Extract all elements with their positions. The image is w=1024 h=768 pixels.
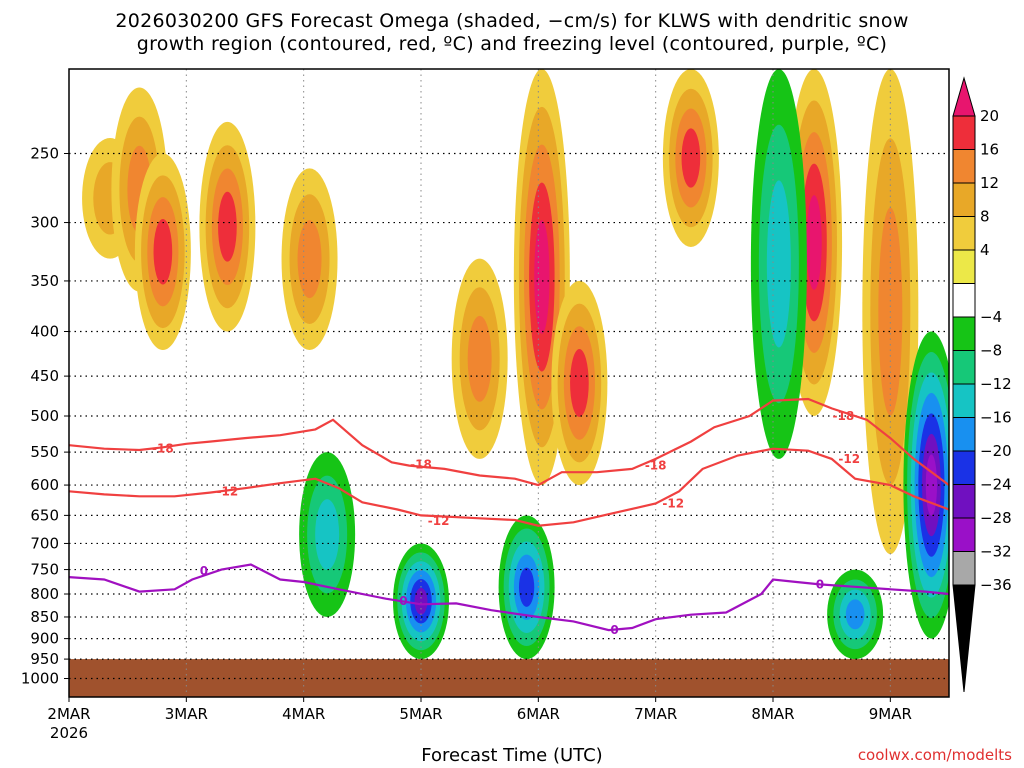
y-tick-label-600: 600	[30, 476, 59, 494]
contour-label-4: -12	[217, 484, 239, 498]
colorbar-swatch-4	[952, 216, 976, 251]
colorbar-label-1: 16	[980, 141, 999, 159]
contour-label-11: 0	[816, 577, 824, 591]
contour-label-9: 0	[399, 594, 407, 608]
x-axis: 2MAR 3MAR 4MAR 5MAR 6MAR 7MAR 8MAR 9MAR 2026	[47, 697, 912, 742]
x-tick-label-6MAR: 6MAR	[517, 705, 560, 723]
x-tick-label-2MAR: 2MAR	[47, 705, 90, 723]
omega-region-5-level-2	[467, 315, 492, 402]
colorbar-swatch-3	[952, 182, 976, 217]
x-tick-label-4MAR: 4MAR	[282, 705, 325, 723]
x-tick-label-7MAR: 7MAR	[634, 705, 677, 723]
colorbar-label-4: 4	[980, 241, 990, 259]
x-tick-label-3MAR: 3MAR	[165, 705, 208, 723]
omega-region-11-level-2	[315, 499, 340, 570]
y-axis: 250 300 350 400 450 500 550 600 650 700 750 800 850 9…	[21, 145, 69, 688]
colorbar-label-0: 20	[980, 107, 999, 125]
contour-label-1: -18	[410, 457, 432, 471]
colorbar-swatch-6	[952, 283, 976, 318]
contour-label-0: -18	[152, 442, 174, 456]
colorbar: 20 16 12 8 4 −4 −8 −12 −16 −20 −24 −28 −32 −36	[952, 76, 1012, 693]
x-tick-label-9MAR: 9MAR	[869, 705, 912, 723]
colorbar-swatch-8	[952, 350, 976, 385]
contour-label-5: -12	[428, 514, 450, 528]
y-tick-label-250: 250	[30, 145, 59, 163]
colorbar-label-10: −24	[980, 476, 1012, 494]
colorbar-swatch-10	[952, 417, 976, 452]
colorbar-swatch-7	[952, 316, 976, 351]
contour-lines	[69, 397, 949, 632]
omega-region-6-level-4	[534, 220, 550, 334]
y-tick-label-400: 400	[30, 323, 59, 341]
colorbar-label-7: −12	[980, 375, 1012, 393]
colorbar-label-5: −4	[980, 308, 1002, 326]
omega-region-9-level-4	[806, 195, 822, 290]
colorbar-swatch-13	[952, 517, 976, 552]
colorbar-label-2: 12	[980, 174, 999, 192]
x-tick-label-8MAR: 8MAR	[751, 705, 794, 723]
colorbar-label-3: 8	[980, 208, 990, 226]
omega-region-15-level-3	[845, 599, 865, 630]
contour-label-10: 0	[610, 623, 618, 637]
colorbar-label-12: −32	[980, 543, 1012, 561]
contour-line-2	[69, 563, 949, 632]
y-tick-label-450: 450	[30, 367, 59, 385]
colorbar-label-6: −8	[980, 342, 1002, 360]
chart-title-line-1: 2026030200 GFS Forecast Omega (shaded, −…	[115, 10, 909, 32]
chart-title-line-2: growth region (contoured, red, ºC) and f…	[136, 33, 888, 55]
y-tick-label-950: 950	[30, 650, 59, 668]
y-tick-label-550: 550	[30, 443, 59, 461]
y-tick-label-750: 750	[30, 561, 59, 579]
omega-region-8-level-3	[681, 128, 701, 188]
colorbar-swatch-9	[952, 383, 976, 418]
credit-link[interactable]: coolwx.com/modelts	[857, 746, 1012, 764]
contour-line-0	[69, 397, 949, 487]
contour-line-1	[69, 447, 949, 527]
omega-region-7-level-3	[570, 348, 589, 418]
colorbar-swatch-11	[952, 450, 976, 485]
colorbar-swatch-5	[952, 249, 976, 284]
colorbar-label-13: −36	[980, 576, 1012, 594]
y-tick-label-850: 850	[30, 608, 59, 626]
colorbar-label-8: −16	[980, 409, 1012, 427]
colorbar-swatch-12	[952, 484, 976, 519]
colorbar-label-9: −20	[980, 442, 1012, 460]
colorbar-bottom-arrow	[952, 584, 976, 693]
omega-region-2-level-3	[153, 219, 173, 285]
omega-region-4-level-2	[297, 220, 322, 299]
contour-label-2: -18	[645, 459, 667, 473]
y-tick-label-350: 350	[30, 272, 59, 290]
contour-label-7: -12	[838, 452, 860, 466]
y-tick-label-500: 500	[30, 407, 59, 425]
contour-label-6: -12	[662, 497, 684, 511]
omega-region-14-level-2	[766, 180, 791, 348]
colorbar-swatch-1	[952, 115, 976, 150]
x-tick-label-5MAR: 5MAR	[399, 705, 442, 723]
colorbar-label-11: −28	[980, 509, 1012, 527]
y-tick-label-1000: 1000	[21, 670, 59, 688]
y-tick-label-800: 800	[30, 585, 59, 603]
grid-lines	[69, 69, 949, 697]
contour-label-3: -18	[833, 409, 855, 423]
colorbar-swatch-14	[952, 551, 976, 586]
y-tick-label-300: 300	[30, 214, 59, 232]
contour-label-8: 0	[200, 564, 208, 578]
plot-frame	[68, 68, 950, 698]
y-tick-label-900: 900	[30, 630, 59, 648]
contour-labels: -18 -18 -18 -18 -12 -12 -12 -12 0 0 0 0	[152, 409, 860, 637]
x-year-label: 2026	[50, 724, 88, 742]
x-axis-label: Forecast Time (UTC)	[421, 745, 603, 766]
omega-region-13-level-4	[518, 567, 535, 607]
omega-region-12-level-5	[414, 587, 428, 615]
colorbar-swatch-2	[952, 149, 976, 184]
y-tick-label-650: 650	[30, 506, 59, 524]
colorbar-top-arrow	[952, 76, 976, 117]
omega-region-3-level-3	[218, 191, 237, 262]
y-tick-label-700: 700	[30, 534, 59, 552]
